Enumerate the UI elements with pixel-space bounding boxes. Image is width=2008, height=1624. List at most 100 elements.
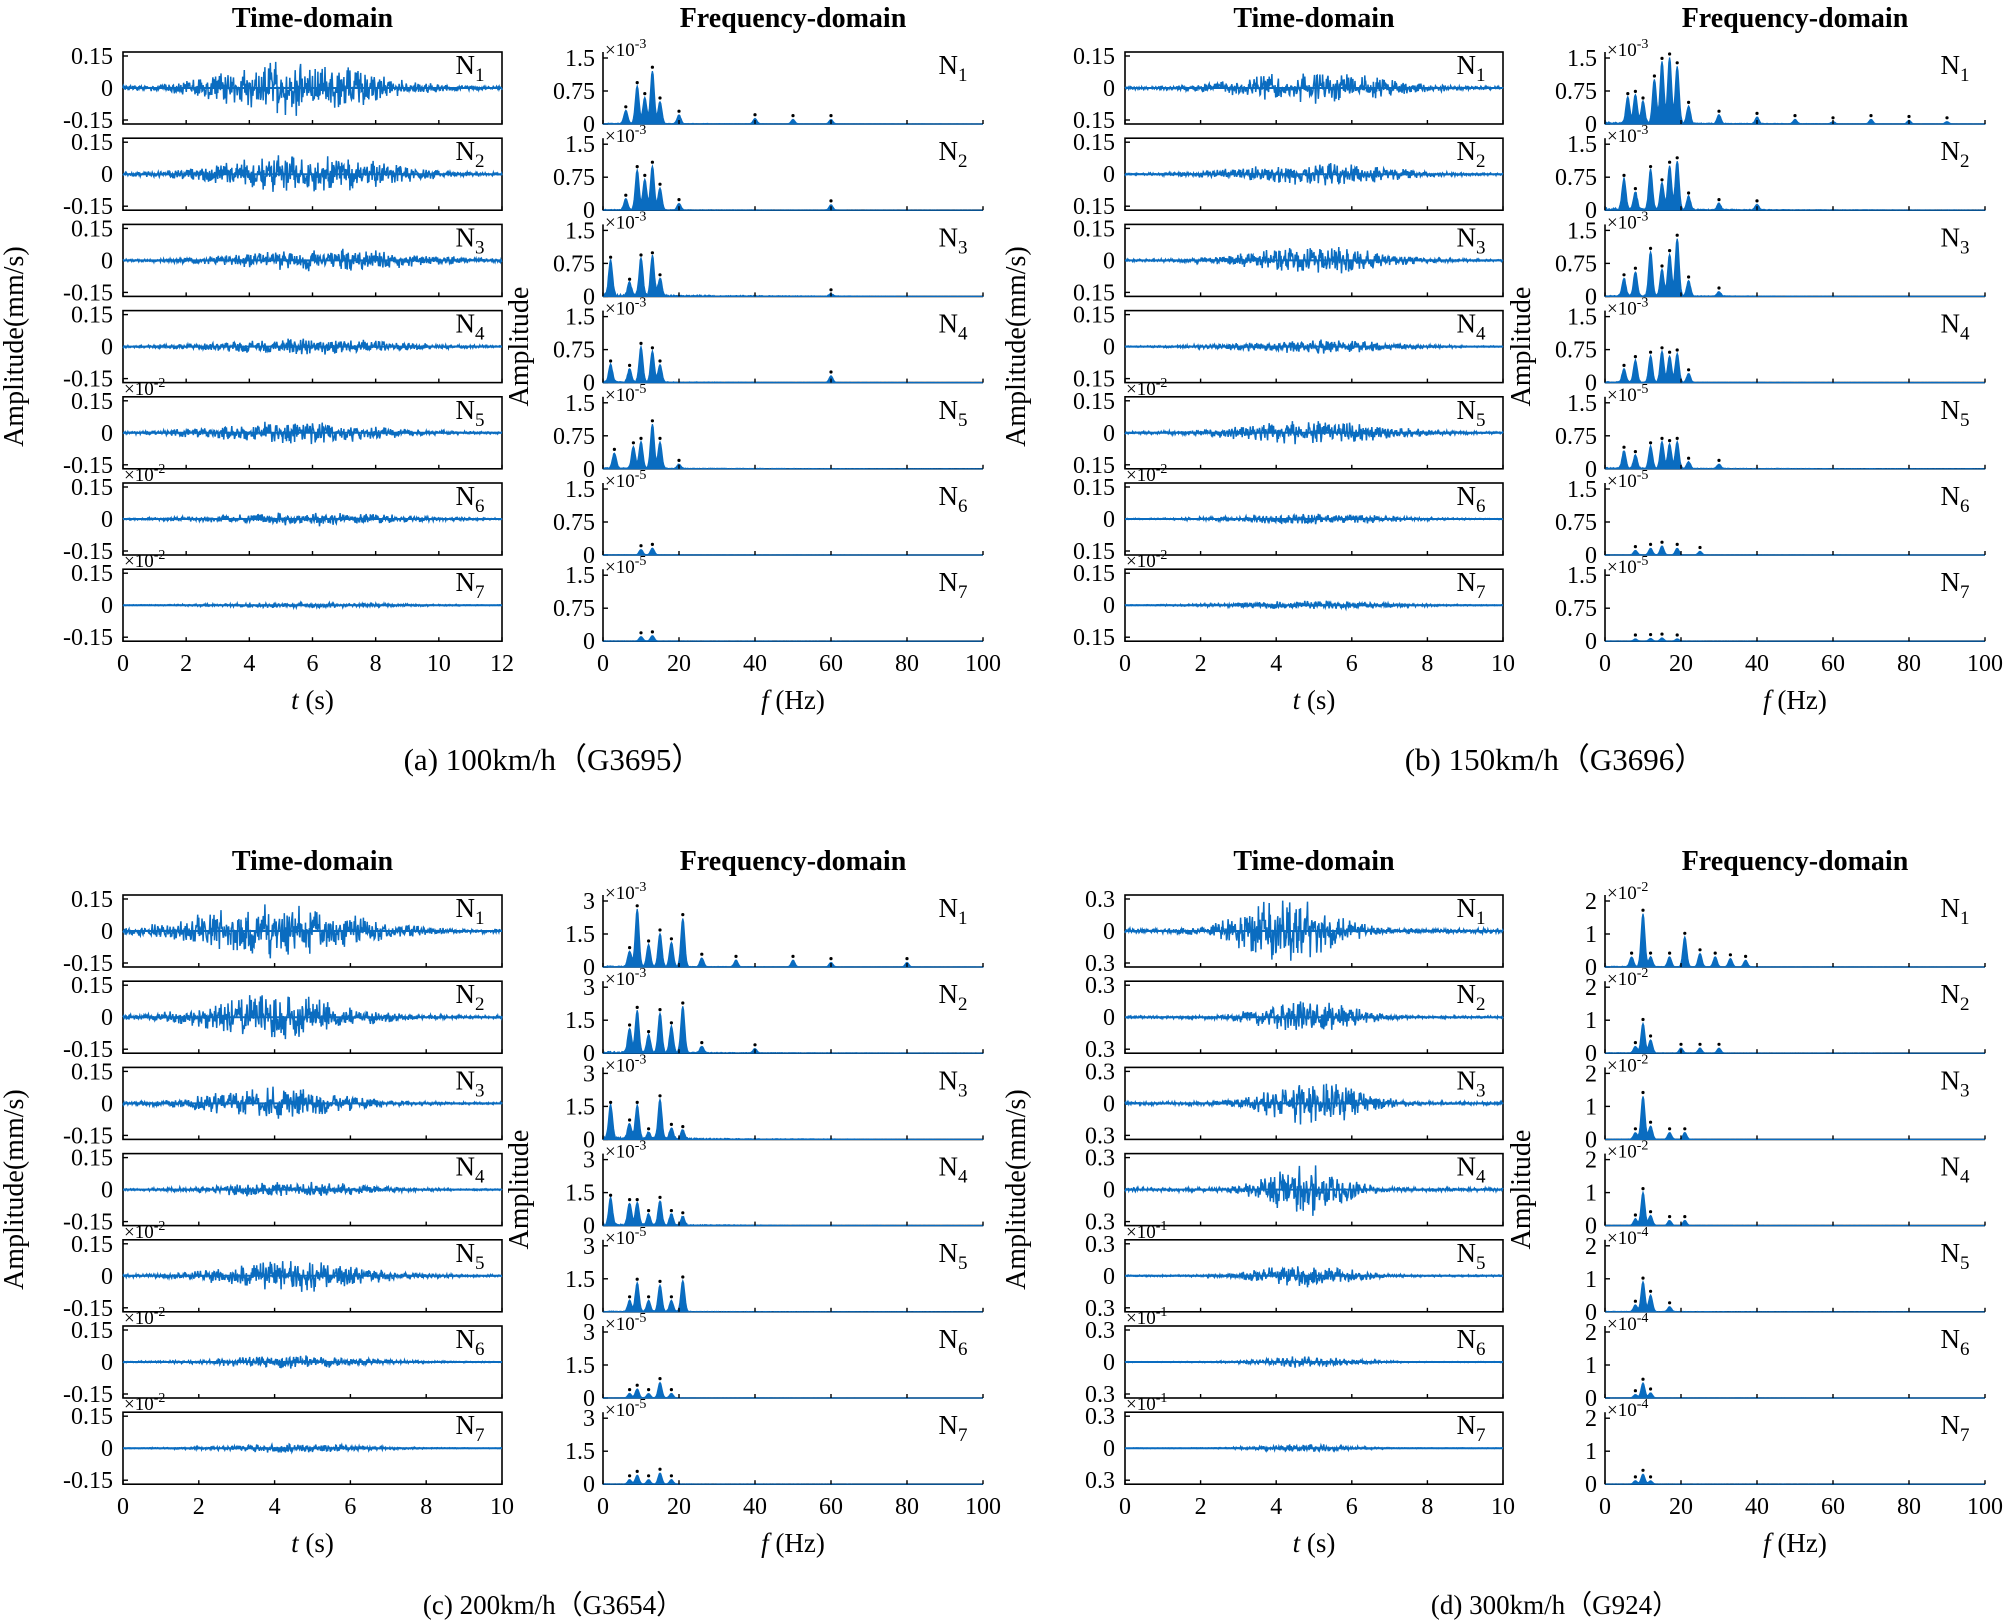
node-label: N1 <box>1457 50 1486 86</box>
peak-marker <box>658 182 662 186</box>
y-tick-label: -0.15 <box>63 194 113 220</box>
peak-marker <box>829 957 833 961</box>
peak-marker <box>658 1377 662 1381</box>
peak-marker <box>639 436 643 440</box>
time-subplot-N2: 0.3 0 0.3 N2 <box>1085 973 1504 1063</box>
y-tick-label: 1.5 <box>1567 305 1597 331</box>
axis-multiplier: ×10-2 <box>1126 462 1167 486</box>
y-tick-label: 0.75 <box>553 338 595 364</box>
y-tick-label: 1.5 <box>565 1008 595 1034</box>
time-series-line <box>122 155 503 192</box>
peak-marker <box>650 419 655 423</box>
peak-marker <box>647 1474 651 1478</box>
y-tick-label: 1 <box>1585 1008 1597 1034</box>
peak-marker <box>1717 198 1721 202</box>
y-tick-label: 2 <box>1585 1406 1597 1432</box>
peak-marker <box>1630 951 1634 955</box>
y-tick-label: 1 <box>1585 1267 1597 1293</box>
node-label: N5 <box>456 395 485 431</box>
freq-subplot-N3: 1.5 0.75 0 ×10-3 N3 <box>1555 209 1986 310</box>
freq-subplot-N3: 3 1.5 0 ×10-3 N3 <box>565 1052 984 1153</box>
peak-marker <box>609 1193 613 1197</box>
spectrum-line <box>1604 439 1986 470</box>
y-tick-label: 1.5 <box>565 305 595 331</box>
peak-marker <box>1668 1127 1672 1131</box>
peak-marker <box>669 1122 674 1126</box>
node-label: N3 <box>1457 1065 1486 1101</box>
y-tick-label: 0.75 <box>553 510 595 536</box>
panel-d: Time-domain Frequency-domain0.300.3N1210×… <box>1001 846 2003 1620</box>
node-label: N3 <box>1941 222 1970 258</box>
time-axis-label: t (s) <box>291 1528 334 1558</box>
peak-marker <box>635 165 639 169</box>
time-axis-label: t (s) <box>1293 685 1336 715</box>
peak-marker <box>635 1100 639 1104</box>
node-label: N7 <box>1457 567 1486 603</box>
x-tick-label: 6 <box>344 1494 356 1520</box>
time-subplot-N2: 0.15 0 -0.15 N2 <box>63 130 503 220</box>
peak-marker <box>1652 74 1656 78</box>
node-label: N6 <box>456 481 485 517</box>
y-tick-label: 0 <box>1585 629 1597 655</box>
peak-marker <box>635 904 639 908</box>
peak-marker <box>1660 264 1664 268</box>
peak-marker <box>1687 368 1691 372</box>
panel-b: Time-domain Frequency-domain0.1500.15N11.… <box>1001 3 2003 777</box>
freq-y-axis-label: Amplitude <box>1506 287 1537 407</box>
freq-subplot-N6: 1.5 0.75 0 ×10-5 N6 <box>1555 468 1986 569</box>
node-label: N1 <box>1941 893 1970 929</box>
spectrum-line <box>602 1195 984 1227</box>
y-tick-label: 0.15 <box>1073 44 1115 70</box>
node-label: N7 <box>456 567 485 603</box>
node-label: N4 <box>456 309 486 345</box>
frequency-domain-title: Frequency-domain <box>680 3 907 34</box>
y-tick-label: 0.15 <box>71 130 113 156</box>
axis-multiplier: ×10-3 <box>605 880 646 904</box>
spectrum-line <box>602 547 983 556</box>
frequency-domain-title: Frequency-domain <box>1682 846 1909 877</box>
peak-marker <box>1668 1215 1672 1219</box>
freq-subplot-N3: 1.5 0.75 0 ×10-3 N3 <box>553 209 984 310</box>
time-y-axis-label: Amplitude(mm/s) <box>0 246 30 447</box>
peak-marker <box>681 913 685 917</box>
y-tick-label: 0.15 <box>1073 130 1115 156</box>
peak-marker <box>1633 89 1637 93</box>
node-label: N2 <box>1457 979 1486 1015</box>
x-tick-label: 60 <box>1821 1494 1845 1520</box>
peak-marker <box>1660 632 1664 636</box>
y-tick-label: 0.3 <box>1085 1318 1115 1344</box>
y-tick-label: 0 <box>1585 284 1597 310</box>
x-tick-label: 0 <box>1119 1494 1131 1520</box>
y-tick-label: 1.5 <box>565 46 595 72</box>
spectrum-line <box>1604 1021 1985 1054</box>
y-tick-label: 0.15 <box>1073 367 1115 393</box>
y-tick-label: -0.15 <box>63 453 113 479</box>
y-tick-label: 0 <box>583 1127 595 1153</box>
y-tick-label: 0.75 <box>1555 596 1597 622</box>
x-tick-label: 60 <box>819 651 843 677</box>
peak-marker <box>1633 450 1637 454</box>
y-tick-label: 0 <box>101 248 113 274</box>
spectrum-line <box>602 1278 983 1313</box>
y-tick-label: 0 <box>1585 955 1597 981</box>
peak-marker <box>1649 1034 1653 1038</box>
axis-multiplier: ×10-5 <box>605 554 646 578</box>
freq-y-axis-label: Amplitude <box>504 1130 535 1250</box>
axis-multiplier: ×10-3 <box>605 1139 646 1163</box>
node-label: N3 <box>456 222 485 258</box>
x-tick-label: 80 <box>1897 651 1921 677</box>
axis-multiplier: ×10-2 <box>124 1219 165 1243</box>
axis-multiplier: ×10-3 <box>1607 209 1648 233</box>
peak-marker <box>647 939 651 943</box>
peak-marker <box>1641 1090 1645 1095</box>
peak-marker <box>1683 931 1687 935</box>
spectrum-line <box>602 908 984 968</box>
y-tick-label: 0 <box>101 1091 113 1117</box>
time-subplot-N3: 0.15 0 -0.15 N3 <box>63 216 503 306</box>
y-tick-label: 0.75 <box>553 596 595 622</box>
peak-marker <box>1622 173 1626 177</box>
y-tick-label: 1.5 <box>1567 46 1597 72</box>
peak-marker <box>1649 951 1653 955</box>
axis-multiplier: ×10-5 <box>605 382 646 406</box>
